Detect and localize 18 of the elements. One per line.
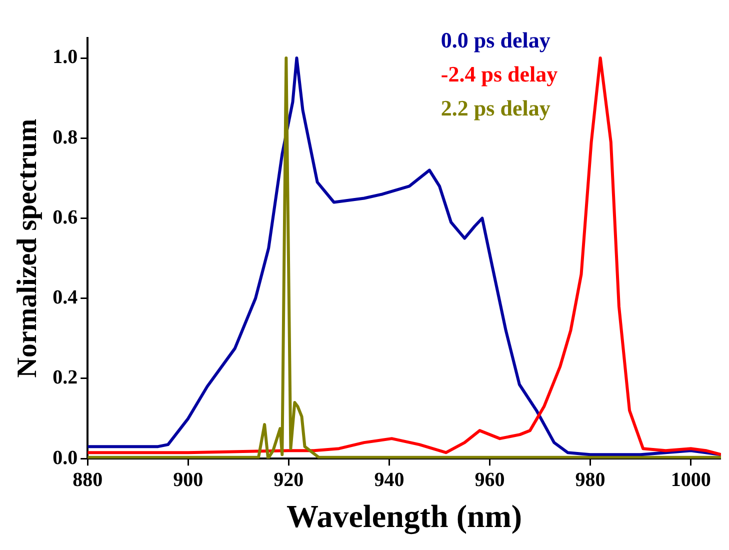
y-tick-label: 0.8 xyxy=(52,126,78,148)
x-axis-title: Wavelength (nm) xyxy=(286,498,522,536)
x-tick-label: 980 xyxy=(575,468,606,491)
y-tick-label: 0.4 xyxy=(52,286,78,309)
y-tick-label: 0.2 xyxy=(52,366,78,389)
x-tick-label: 920 xyxy=(274,468,304,491)
y-tick-label: 0.0 xyxy=(52,446,78,469)
y-tick-label: 1.0 xyxy=(52,46,78,68)
x-tick-label: 900 xyxy=(173,468,204,491)
y-tick-label: 0.6 xyxy=(52,206,78,228)
series-label: -2.4 ps delay xyxy=(440,62,558,87)
x-tick-label: 960 xyxy=(474,468,505,491)
x-tick-label: 1000 xyxy=(670,468,711,491)
y-axis-title: Normalized spectrum xyxy=(12,118,44,378)
x-tick-label: 880 xyxy=(72,468,103,491)
text: 2.2 ps delay xyxy=(440,96,550,121)
text: 0.0 ps delay xyxy=(440,28,550,53)
x-tick-label: 940 xyxy=(374,468,404,491)
